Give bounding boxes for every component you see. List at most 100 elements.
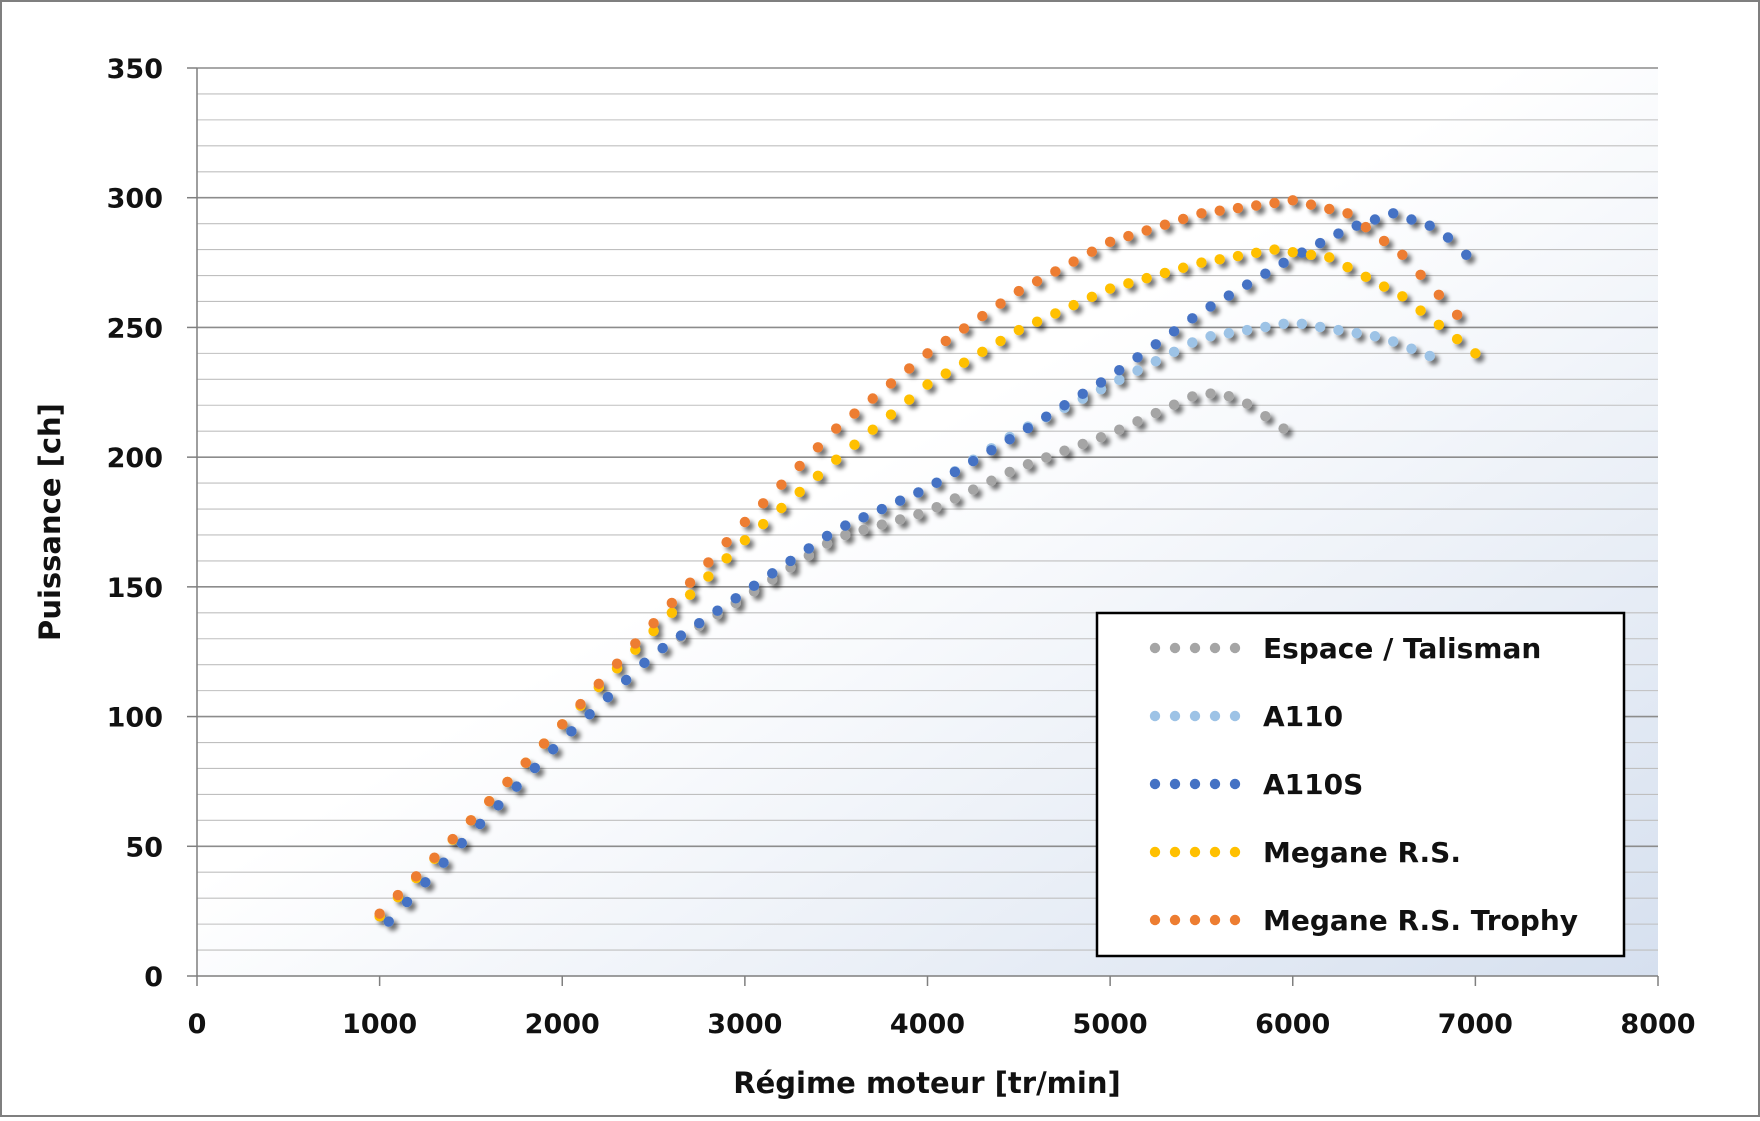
data-point	[1104, 236, 1116, 248]
data-point	[575, 698, 586, 710]
data-point	[986, 475, 997, 486]
data-point	[1369, 214, 1381, 225]
data-point	[1314, 321, 1326, 333]
data-point	[1150, 339, 1161, 350]
data-point	[1378, 281, 1390, 292]
data-point	[1095, 377, 1107, 388]
x-tick-label: 3000	[707, 1009, 782, 1040]
legend-marker	[1189, 914, 1201, 926]
legend-marker	[1169, 846, 1181, 858]
y-tick-label: 100	[107, 703, 163, 734]
data-point	[1013, 285, 1025, 297]
data-point	[1068, 256, 1079, 267]
data-point	[1360, 221, 1372, 233]
data-point	[904, 394, 915, 405]
data-point	[684, 589, 696, 600]
legend-marker	[1169, 914, 1181, 926]
series-4	[374, 195, 1463, 919]
data-series	[374, 195, 1481, 927]
data-point	[1451, 333, 1463, 345]
data-point	[739, 516, 751, 528]
data-point	[812, 442, 824, 453]
data-point	[1196, 208, 1207, 219]
legend-marker	[1209, 914, 1221, 926]
data-point	[1159, 267, 1171, 279]
data-point	[1269, 244, 1280, 255]
data-point	[794, 486, 805, 498]
data-point	[1333, 228, 1344, 239]
data-point	[757, 498, 769, 509]
data-point	[913, 487, 924, 498]
data-point	[584, 709, 595, 720]
data-point	[1324, 203, 1335, 215]
data-point	[840, 520, 851, 531]
data-point	[1205, 301, 1216, 312]
data-point	[894, 495, 906, 506]
data-point	[995, 335, 1006, 347]
data-point	[1114, 424, 1125, 435]
data-point	[1251, 247, 1262, 259]
data-point	[977, 310, 988, 322]
data-point	[739, 534, 751, 546]
data-point	[1141, 225, 1152, 236]
data-point	[885, 409, 897, 420]
data-point	[840, 529, 851, 541]
data-point	[1095, 431, 1107, 443]
data-point	[812, 470, 824, 482]
data-point	[639, 657, 650, 669]
data-point	[611, 658, 623, 669]
data-point	[456, 837, 468, 849]
data-point	[885, 378, 897, 389]
data-point	[1187, 391, 1198, 402]
data-point	[1305, 249, 1317, 260]
data-point	[1177, 262, 1189, 273]
data-point	[502, 776, 513, 788]
legend-marker	[1209, 778, 1221, 790]
data-point	[958, 323, 970, 334]
series-2	[383, 208, 1472, 927]
data-point	[1004, 434, 1015, 445]
y-tick-label: 150	[107, 573, 163, 604]
data-point	[1223, 290, 1235, 301]
data-point	[657, 642, 668, 654]
data-point	[1086, 246, 1098, 257]
data-point	[894, 514, 906, 525]
data-point	[694, 617, 705, 629]
data-point	[967, 455, 979, 467]
data-point	[922, 348, 933, 359]
data-point	[1223, 390, 1235, 402]
data-point	[1397, 291, 1408, 302]
data-point	[410, 871, 422, 882]
data-point	[1223, 327, 1235, 339]
data-point	[383, 916, 394, 927]
data-point	[1150, 407, 1161, 419]
data-point	[1232, 250, 1244, 262]
data-point	[1050, 266, 1061, 277]
data-point	[1132, 352, 1143, 363]
data-point	[703, 557, 714, 568]
data-point	[1187, 313, 1198, 324]
data-point	[538, 738, 550, 749]
data-point	[1159, 219, 1171, 230]
data-point	[849, 439, 860, 450]
x-tick-label: 7000	[1438, 1009, 1513, 1040]
data-point	[648, 617, 659, 629]
data-point	[648, 625, 659, 637]
data-point	[767, 568, 778, 579]
data-point	[566, 726, 577, 737]
data-point	[776, 479, 787, 490]
data-point	[1241, 324, 1253, 336]
data-point	[876, 503, 888, 515]
y-tick-label: 200	[107, 443, 163, 474]
data-point	[849, 408, 860, 419]
axes: 0 50 100 150 200 250 300 350 0 1000 2000 3000 4000 50…	[107, 54, 1696, 1040]
data-point	[703, 571, 714, 582]
data-point	[1433, 319, 1445, 331]
legend-label: A110	[1263, 700, 1343, 733]
data-point	[776, 502, 787, 514]
data-point	[1041, 452, 1052, 463]
data-point	[1296, 318, 1308, 329]
data-point	[630, 638, 641, 649]
x-tick-label: 4000	[890, 1009, 965, 1040]
data-point	[977, 346, 988, 358]
